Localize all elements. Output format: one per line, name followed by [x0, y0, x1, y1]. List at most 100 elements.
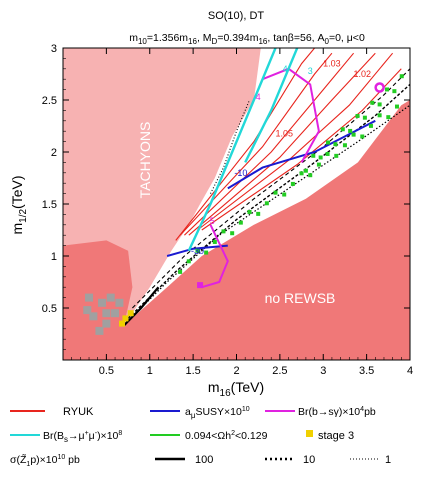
relic-point-21 [360, 134, 365, 139]
ryuk-contour-2 [188, 52, 376, 236]
magenta-contour-1 [201, 224, 229, 289]
sigma-100-contour [122, 286, 160, 327]
contour-label-4: 3 [308, 66, 313, 76]
ryuk-contour-0 [179, 52, 333, 236]
legend-bsg-label: Br(b→sγ)×104pb [298, 406, 376, 418]
relic-point-9 [256, 211, 261, 216]
relic-point-36 [377, 102, 382, 107]
relic-point-19 [342, 143, 347, 148]
x-tick-label-3: 2 [233, 365, 239, 377]
region-no-rewsb [63, 100, 410, 360]
relic-point-4 [212, 239, 217, 244]
relic-point-3 [204, 250, 209, 255]
x-tick-label-6: 3.5 [359, 365, 374, 377]
relic-point-1 [186, 259, 191, 264]
y-tick-label-5: 3 [51, 43, 57, 55]
relic-point-39 [399, 74, 404, 79]
relic-point-6 [230, 231, 235, 236]
legend-bsmumu: Br(Bs→μ+μ-)×108 [10, 430, 122, 444]
contour-label-8: -30 [191, 246, 204, 256]
relic-point-8 [247, 210, 252, 215]
relic-point-32 [348, 128, 353, 133]
relic-point-20 [351, 132, 356, 137]
legend-sigma-label: σ(Z̃1p)×1010 pb [10, 453, 80, 468]
relic-point-38 [392, 89, 397, 94]
cyan-contour-1 [244, 48, 299, 163]
region-layer [63, 48, 410, 360]
legend-amu: aμSUSY×1010 [150, 406, 250, 420]
relic-point-10 [264, 201, 269, 206]
legend-relic: 0.094<Ωh2<0.129 [150, 430, 268, 442]
tachyons-label: TACHYONS [137, 122, 153, 199]
relic-point-23 [377, 113, 382, 118]
excluded-point-9 [102, 309, 111, 318]
excluded-point-1 [98, 298, 107, 307]
excluded-point-2 [89, 312, 98, 321]
stage3-point-0 [122, 315, 129, 322]
excluded-point-6 [106, 293, 115, 302]
relic-point-31 [340, 127, 345, 132]
y-tick-label-3: 2 [51, 147, 57, 159]
legend-bsmumu-label: Br(Bs→μ+μ-)×108 [43, 430, 122, 444]
contour-label-7: 5 [210, 216, 215, 226]
y-tick-label-4: 2.5 [42, 95, 57, 107]
relic-point-13 [290, 181, 295, 186]
x-tick-label-2: 1.5 [185, 365, 200, 377]
stage3-point-2 [118, 320, 125, 327]
relic-point-5 [221, 229, 226, 234]
legend-sigma-10-label: 10 [303, 454, 315, 466]
blue-contour-1 [166, 244, 228, 257]
excluded-point-0 [83, 306, 92, 315]
x-tick-label-5: 3 [320, 365, 326, 377]
contour-label-0: 1.03 [323, 59, 341, 69]
stage3-point-1 [127, 310, 134, 317]
relic-point-30 [333, 142, 338, 147]
legend-bsg: Br(b→sγ)×104pb [265, 406, 376, 418]
y-tick-label-2: 1.5 [42, 199, 57, 211]
sigma-1-contour [125, 104, 410, 325]
chart-subtitle: m10=1.356m16, MD=0.394m16, tanβ=56, A0=0… [129, 32, 365, 46]
relic-point-37 [385, 87, 390, 92]
excluded-point-7 [85, 293, 94, 302]
relic-point-29 [326, 140, 331, 145]
contour-label-6: -10 [234, 168, 247, 178]
legend-relic-label: 0.094<Ωh2<0.129 [185, 430, 268, 442]
relic-point-0 [178, 269, 183, 274]
contour-label-3: 4 [283, 64, 288, 74]
relic-point-25 [394, 104, 399, 109]
y-tick-label-1: 1 [51, 251, 57, 263]
x-tick-label-0: 0.5 [99, 365, 114, 377]
cyan-contour-0 [187, 48, 277, 252]
legend-sigma-100-label: 100 [195, 454, 213, 466]
relic-point-22 [368, 123, 373, 128]
y-axis-title: m1/2(TeV) [9, 175, 29, 234]
relic-point-16 [316, 162, 321, 167]
contour-label-5: 4 [256, 92, 261, 102]
x-tick-label-7: 4 [407, 365, 413, 377]
relic-point-33 [355, 113, 360, 118]
legend-sigma: σ(Z̃1p)×1010 pb 100 10 1 [10, 453, 391, 468]
bsg-marker-0 [374, 82, 385, 93]
sigma-1-contour-b [210, 99, 251, 194]
relic-point-11 [273, 190, 278, 195]
x-tick-label-1: 1 [147, 365, 153, 377]
excluded-point-3 [102, 319, 111, 328]
chart-title: SO(10), DT [208, 10, 265, 22]
marker-layer [118, 74, 404, 327]
relic-point-2 [195, 248, 200, 253]
relic-point-7 [238, 220, 243, 225]
excluded-point-8 [115, 298, 124, 307]
legend-stage3: stage 3 [306, 430, 354, 442]
contour-label-1: 1.02 [354, 69, 372, 79]
no-rewsb-label: no REWSB [265, 290, 336, 306]
relic-point-14 [299, 171, 304, 176]
legend-amu-label: aμSUSY×1010 [185, 406, 250, 420]
legend-sigma-1-label: 1 [385, 454, 391, 466]
y-tick-label-0: 0.5 [42, 303, 57, 315]
relic-point-26 [303, 168, 308, 173]
relic-point-34 [362, 115, 367, 120]
magenta-contour-0 [262, 67, 320, 163]
axis-ticks: 0.5 1 1.5 2 2.5 3 3.5 4 0.5 1 1.5 2 2.5 3 [42, 43, 413, 377]
contour-label-2: 1.05 [275, 128, 293, 138]
relic-point-17 [325, 151, 330, 156]
